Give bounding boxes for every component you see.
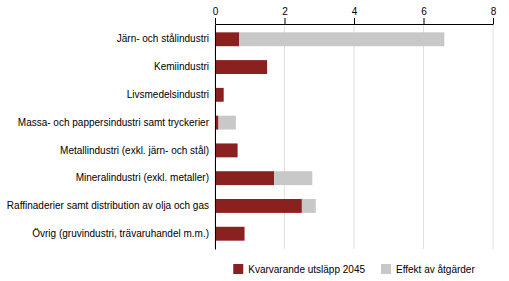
grid-line xyxy=(215,24,216,249)
grid xyxy=(215,24,493,249)
tick-mark xyxy=(493,18,494,24)
tick-mark xyxy=(424,18,425,24)
bar xyxy=(215,171,274,185)
grid-line xyxy=(284,24,285,249)
bar xyxy=(237,143,238,157)
tick: 0 xyxy=(213,6,219,24)
tick-label: 4 xyxy=(352,6,358,17)
y-axis: Järn- och stålindustri Kemiindustri Livsme… xyxy=(7,25,216,250)
bar xyxy=(244,227,245,241)
legend: Kvarvarande utsläpp 2045 Effekt av åtgärd… xyxy=(233,264,475,275)
tick: Metallindustri (exkl. järn- och stål) xyxy=(60,145,209,156)
tick-label: Massa- och pappersindustri samt tryckeri… xyxy=(18,117,210,128)
legend-item: Kvarvarande utsläpp 2045 xyxy=(233,264,365,275)
tick-label: Kemiindustri xyxy=(154,61,209,72)
tick-label: 2 xyxy=(282,6,288,17)
legend-item: Effekt av åtgärder xyxy=(381,264,475,275)
bar xyxy=(215,143,238,157)
axis-line xyxy=(216,24,494,25)
tick-mark xyxy=(354,18,355,24)
tick: Massa- och pappersindustri samt tryckeri… xyxy=(18,117,210,128)
tick-label: Raffinaderier samt distribution av olja … xyxy=(7,200,209,211)
tick: Livsmedelsindustri xyxy=(127,89,209,100)
tick-label: 6 xyxy=(421,6,427,17)
tick: 4 xyxy=(352,6,358,24)
tick-mark xyxy=(285,18,286,24)
legend-swatch xyxy=(381,264,391,274)
tick: 6 xyxy=(421,6,427,24)
grid-line xyxy=(423,24,424,249)
bar xyxy=(215,60,267,74)
chart: 0 2 4 6 8 Järn- och stålindustri Kemiindustri L… xyxy=(0,0,509,281)
legend-label: Effekt av åtgärder xyxy=(396,264,475,275)
bar xyxy=(223,88,224,102)
legend-swatch xyxy=(233,264,243,274)
tick-label: 8 xyxy=(491,6,497,17)
bar xyxy=(215,32,239,46)
tick-label: Övrig (gruvindustri, trävaruhandel m.m.) xyxy=(32,228,209,239)
tick-label: Livsmedelsindustri xyxy=(127,89,209,100)
x-axis: 0 2 4 6 8 xyxy=(213,6,497,25)
tick-label: 0 xyxy=(213,6,219,17)
grid-line xyxy=(493,24,494,249)
bar xyxy=(274,171,312,185)
series xyxy=(218,32,444,213)
series xyxy=(215,32,302,240)
tick: Kemiindustri xyxy=(154,61,209,72)
legend-label: Kvarvarande utsläpp 2045 xyxy=(248,264,365,275)
bar xyxy=(239,32,444,46)
bar xyxy=(302,199,316,213)
bar xyxy=(215,199,302,213)
tick: Raffinaderier samt distribution av olja … xyxy=(7,200,209,211)
bars xyxy=(215,32,444,240)
grid-line xyxy=(354,24,355,249)
bar xyxy=(267,60,268,74)
bar xyxy=(215,88,224,102)
axis-line xyxy=(215,25,216,250)
tick: 8 xyxy=(491,6,497,24)
tick-label: Järn- och stålindustri xyxy=(117,33,209,44)
tick-label: Mineralindustri (exkl. metaller) xyxy=(76,172,209,183)
tick: Övrig (gruvindustri, trävaruhandel m.m.) xyxy=(32,228,209,239)
tick: Järn- och stålindustri xyxy=(117,33,209,44)
plot: 0 2 4 6 8 Järn- och stålindustri Kemiindustri L… xyxy=(7,6,497,250)
bar xyxy=(215,227,245,241)
tick: Mineralindustri (exkl. metaller) xyxy=(76,172,209,183)
bar xyxy=(218,116,235,130)
tick-mark xyxy=(215,18,216,24)
tick-label: Metallindustri (exkl. järn- och stål) xyxy=(60,145,209,156)
tick: 2 xyxy=(282,6,288,24)
